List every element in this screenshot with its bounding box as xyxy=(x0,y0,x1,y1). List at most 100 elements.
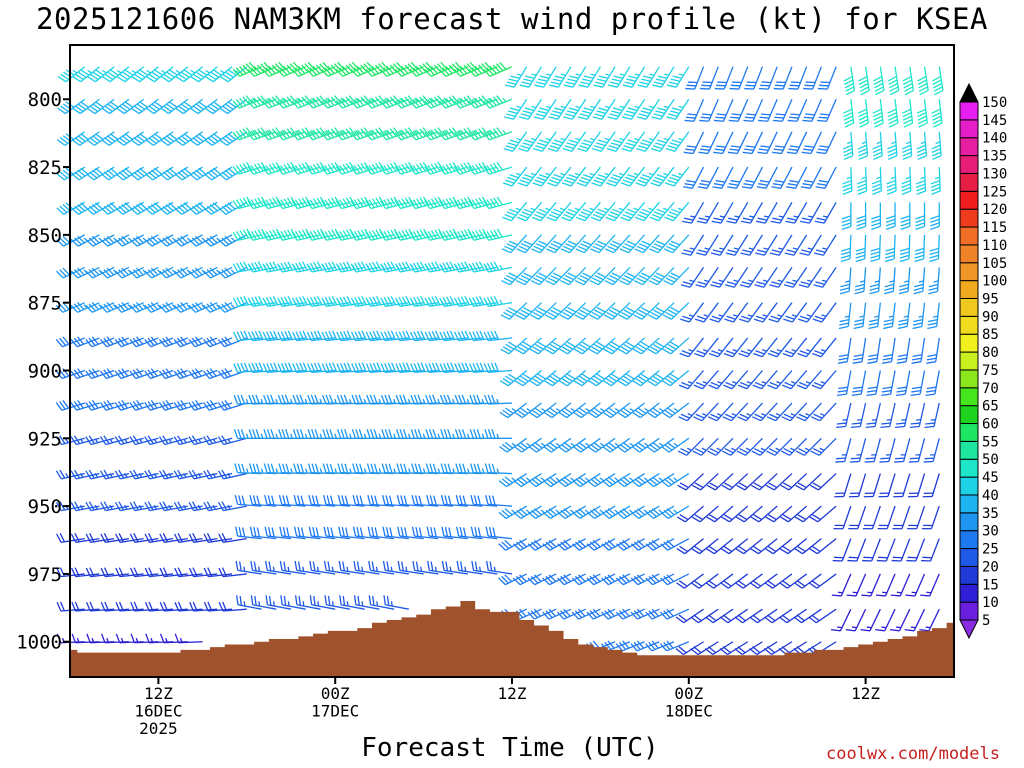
barb-shaft xyxy=(672,234,690,254)
barb-feather xyxy=(275,228,282,238)
barb-feather xyxy=(473,495,478,505)
barb-half-feather xyxy=(545,172,551,176)
barb-feather xyxy=(301,64,309,73)
barb-feather xyxy=(496,196,503,206)
barb-feather xyxy=(162,501,169,511)
barb-feather xyxy=(158,402,166,411)
barb-feather xyxy=(250,165,258,174)
barb-feather xyxy=(59,337,67,346)
barb-feather xyxy=(312,66,321,74)
wind-barb xyxy=(705,538,734,555)
wind-barb xyxy=(116,66,145,83)
barb-feather xyxy=(656,139,667,144)
barb-half-feather xyxy=(777,279,783,283)
barb-feather xyxy=(177,137,187,144)
barb-feather xyxy=(250,67,258,76)
barb-feather xyxy=(343,362,349,373)
barb-shaft xyxy=(523,337,542,355)
wind-barb xyxy=(504,66,528,88)
wind-barb xyxy=(233,330,262,342)
wind-barb xyxy=(705,573,734,589)
barb-half-feather xyxy=(79,504,84,510)
wind-barb xyxy=(645,505,675,519)
barb-feather xyxy=(437,161,445,171)
barb-shaft xyxy=(510,234,528,254)
barb-half-feather xyxy=(127,304,132,309)
barb-feather xyxy=(221,237,230,245)
barb-feather xyxy=(463,128,471,137)
barb-feather xyxy=(109,133,119,140)
barb-feather xyxy=(312,97,320,106)
barb-shaft xyxy=(473,337,498,342)
barb-shaft xyxy=(534,538,557,551)
barb-feather xyxy=(218,533,224,543)
barb-feather xyxy=(649,248,659,254)
barb-feather xyxy=(741,281,752,286)
barb-half-feather xyxy=(94,472,99,478)
barb-feather xyxy=(173,370,181,379)
barb-feather xyxy=(755,315,766,320)
barb-feather xyxy=(203,270,211,279)
barb-half-feather xyxy=(545,105,551,109)
barb-feather xyxy=(310,363,316,373)
barb-feather xyxy=(568,139,579,144)
barb-feather xyxy=(136,103,146,110)
barb-feather xyxy=(339,165,346,174)
barb-feather xyxy=(389,162,397,172)
barb-shaft xyxy=(149,608,174,612)
barb-feather xyxy=(144,339,152,348)
barb-feather xyxy=(475,198,482,208)
barb-half-feather xyxy=(761,381,767,385)
wind-barb xyxy=(409,196,439,210)
wind-barb xyxy=(685,66,705,90)
barb-feather xyxy=(357,230,364,240)
barb-feather xyxy=(532,311,542,318)
barb-feather xyxy=(232,297,239,307)
barb-feather xyxy=(492,96,500,105)
wind-barb xyxy=(601,505,631,519)
barb-feather xyxy=(159,207,168,215)
barb-feather xyxy=(301,128,309,137)
barb-shaft xyxy=(489,66,513,77)
barb-feather xyxy=(355,495,360,505)
barb-feather xyxy=(400,495,404,505)
wind-barb xyxy=(218,234,248,247)
barb-feather xyxy=(478,96,486,105)
wind-barb xyxy=(160,66,189,83)
barb-feather xyxy=(401,97,409,106)
barb-feather xyxy=(346,261,352,271)
barb-feather xyxy=(375,128,382,137)
barb-feather xyxy=(217,339,225,348)
barb-feather xyxy=(345,197,353,207)
barb-feather xyxy=(452,196,459,206)
barb-feather xyxy=(443,429,448,439)
barb-shaft xyxy=(252,569,277,575)
barb-feather xyxy=(207,137,216,144)
barb-feather xyxy=(412,67,421,76)
barb-shaft xyxy=(684,538,704,555)
barb-feather xyxy=(468,166,475,175)
barb-feather xyxy=(518,245,529,251)
barb-shaft xyxy=(384,535,409,540)
barb-feather xyxy=(678,384,689,390)
barb-feather xyxy=(463,229,470,239)
barb-feather xyxy=(457,262,463,272)
barb-feather xyxy=(287,229,294,239)
barb-feather xyxy=(153,167,163,175)
wind-barb xyxy=(189,601,218,612)
barb-feather xyxy=(192,601,198,611)
wind-barb xyxy=(781,402,808,422)
wind-barb xyxy=(691,505,719,523)
barb-feather xyxy=(596,78,607,82)
wind-barb xyxy=(56,601,85,612)
barb-feather xyxy=(173,470,180,480)
barb-feather xyxy=(224,135,234,142)
barb-half-feather xyxy=(762,279,768,283)
barb-feather xyxy=(221,137,231,144)
barb-feather xyxy=(173,270,182,279)
barb-feather xyxy=(539,75,550,79)
barb-feather xyxy=(419,128,427,137)
barb-feather xyxy=(680,318,690,323)
barb-feather xyxy=(330,96,338,105)
barb-feather xyxy=(368,595,372,605)
